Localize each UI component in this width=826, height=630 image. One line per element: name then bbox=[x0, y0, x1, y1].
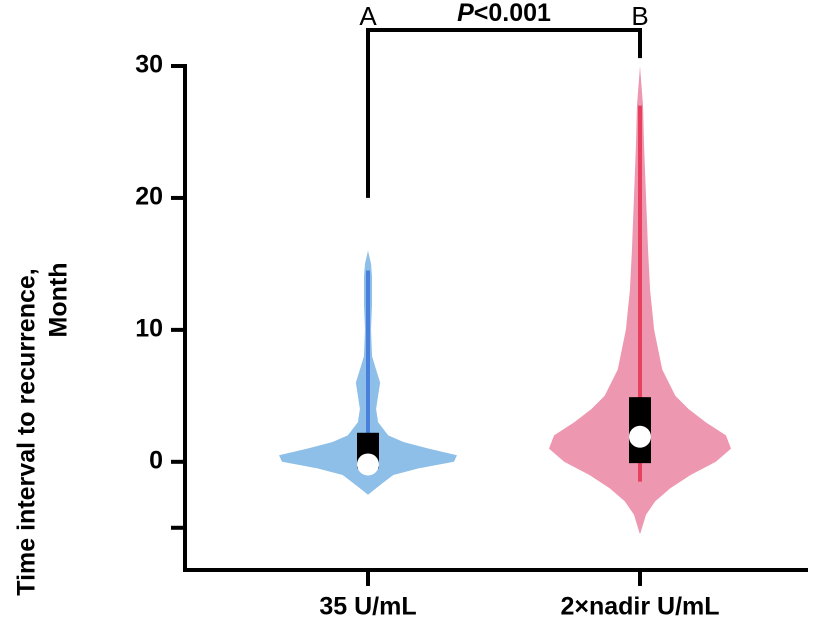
y-axis-label: Time interval to recurrence, bbox=[13, 268, 41, 595]
y-tick-label: 30 bbox=[135, 51, 163, 79]
median bbox=[629, 425, 651, 448]
p-value: P<0.001 bbox=[457, 0, 551, 27]
bracket-label: A bbox=[359, 1, 377, 31]
y-tick-label: 20 bbox=[135, 183, 163, 211]
y-tick-label: 10 bbox=[135, 314, 163, 342]
x-tick-label: 35 U/mL bbox=[319, 593, 416, 621]
x-tick-label: 2×nadir U/mL bbox=[560, 593, 719, 621]
y-axis-label: Month bbox=[45, 263, 73, 338]
median bbox=[357, 453, 379, 476]
bracket-label: B bbox=[631, 1, 648, 31]
bracket bbox=[366, 28, 642, 198]
y-tick-label: 0 bbox=[149, 446, 163, 474]
